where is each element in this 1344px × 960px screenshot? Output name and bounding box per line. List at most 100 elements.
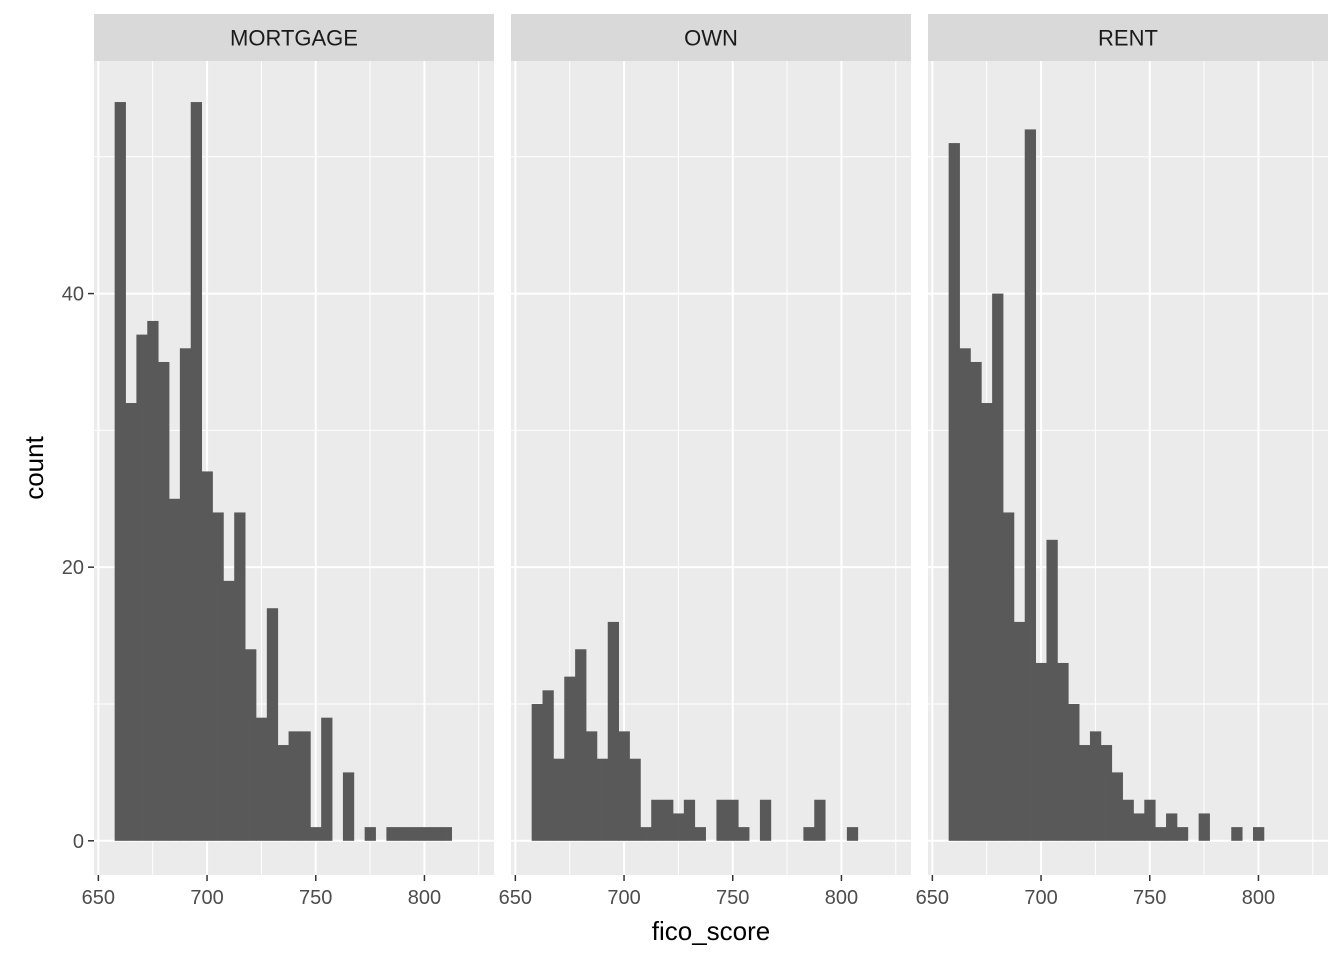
histogram-bar	[1176, 827, 1189, 841]
histogram-bar	[212, 512, 224, 841]
histogram-bar	[531, 703, 543, 841]
histogram-bar	[1013, 621, 1026, 841]
histogram-bar	[1079, 745, 1091, 841]
histogram-bar	[981, 403, 993, 841]
histogram-bar	[310, 827, 322, 841]
histogram-bar	[564, 676, 576, 841]
histogram-bar	[342, 772, 355, 841]
histogram-bar	[1155, 827, 1167, 841]
histogram-bar	[255, 717, 268, 841]
histogram-bar	[1111, 772, 1123, 841]
histogram-bar	[575, 649, 587, 841]
x-tick-label: 750	[1133, 887, 1166, 909]
histogram-bar	[846, 827, 859, 841]
histogram-bar	[440, 827, 453, 841]
histogram-bar	[1198, 813, 1210, 841]
strip-background	[928, 14, 1328, 61]
histogram-bar	[1133, 813, 1145, 841]
histogram-bar	[397, 827, 409, 841]
histogram-bar	[277, 745, 289, 841]
histogram-bar	[1046, 539, 1058, 841]
histogram-bar	[618, 731, 630, 841]
histogram-bar	[266, 608, 279, 841]
histogram-bar	[125, 403, 137, 841]
histogram-bar	[1003, 512, 1015, 841]
histogram-bar	[759, 799, 772, 841]
histogram-bar	[1100, 745, 1113, 841]
strip-label: RENT	[1098, 26, 1158, 51]
histogram-bar	[1231, 827, 1243, 841]
y-tick-label: 40	[62, 284, 84, 306]
x-tick-label: 700	[190, 887, 223, 909]
histogram-bar	[716, 799, 728, 841]
y-axis-title: count	[19, 435, 49, 499]
panel-own: OWN 650 700 750 800	[499, 14, 911, 909]
histogram-bar	[386, 827, 398, 841]
x-tick-label: 750	[299, 887, 332, 909]
histogram-bar	[553, 758, 565, 841]
histogram-bar	[234, 512, 246, 841]
histogram-bar	[201, 471, 213, 841]
histogram-bar	[190, 102, 203, 841]
histogram-bar	[814, 799, 826, 841]
strip-background	[511, 14, 911, 61]
histogram-bar	[803, 827, 815, 841]
y-tick-label: 0	[73, 831, 84, 853]
histogram-bar	[1166, 813, 1178, 841]
histogram-bar	[1057, 662, 1069, 841]
histogram-bar	[607, 621, 620, 841]
histogram-bar	[586, 731, 598, 841]
strip-background	[94, 14, 494, 61]
x-tick-label: 700	[607, 887, 640, 909]
histogram-bar	[223, 580, 235, 841]
histogram-bar	[299, 731, 311, 841]
histogram-bar	[694, 827, 706, 841]
histogram-bar	[169, 498, 181, 841]
histogram-bar	[970, 361, 982, 841]
histogram-bar	[1089, 731, 1102, 841]
x-tick-label: 650	[916, 887, 949, 909]
histogram-bar	[640, 827, 652, 841]
histogram-bar	[147, 320, 159, 841]
x-tick-label: 650	[499, 887, 532, 909]
histogram-bar	[419, 827, 431, 841]
panel-mortgage: MORTGAGE 650 700 750 800	[82, 14, 494, 909]
histogram-bar	[662, 799, 674, 841]
histogram-bar	[651, 799, 663, 841]
x-tick-label: 750	[716, 887, 749, 909]
histogram-bar	[408, 827, 420, 841]
histogram-bar	[114, 102, 126, 841]
x-tick-label: 700	[1024, 887, 1057, 909]
x-axis-title: fico_score	[652, 916, 771, 946]
histogram-bar	[136, 334, 148, 841]
strip-label: MORTGAGE	[230, 26, 358, 51]
histogram-bar	[1144, 799, 1156, 841]
histogram-bar	[1035, 662, 1047, 841]
histogram-bar	[364, 827, 376, 841]
x-tick-label: 800	[825, 887, 858, 909]
histogram-bar	[596, 758, 609, 841]
y-tick-label: 20	[62, 557, 84, 579]
histogram-bar	[672, 813, 685, 841]
histogram-bar	[429, 827, 442, 841]
histogram-bar	[738, 827, 750, 841]
histogram-bar	[683, 799, 696, 841]
histogram-bar	[542, 690, 554, 841]
histogram-bar	[179, 348, 192, 841]
panel-rent: RENT 650 700 750 800	[916, 14, 1328, 909]
histogram-bar	[245, 649, 257, 841]
histogram-bar	[948, 143, 960, 841]
x-tick-label: 800	[408, 887, 441, 909]
strip-label: OWN	[684, 26, 738, 51]
histogram-bar	[959, 348, 971, 841]
x-tick-label: 800	[1242, 887, 1275, 909]
x-tick-label: 650	[82, 887, 115, 909]
histogram-bar	[629, 758, 641, 841]
histogram-bar	[1122, 799, 1134, 841]
histogram-bar	[1253, 827, 1265, 841]
histogram-bar	[1068, 703, 1080, 841]
histogram-bar	[727, 799, 739, 841]
histogram-bar	[992, 293, 1004, 841]
histogram-bar	[288, 731, 300, 841]
